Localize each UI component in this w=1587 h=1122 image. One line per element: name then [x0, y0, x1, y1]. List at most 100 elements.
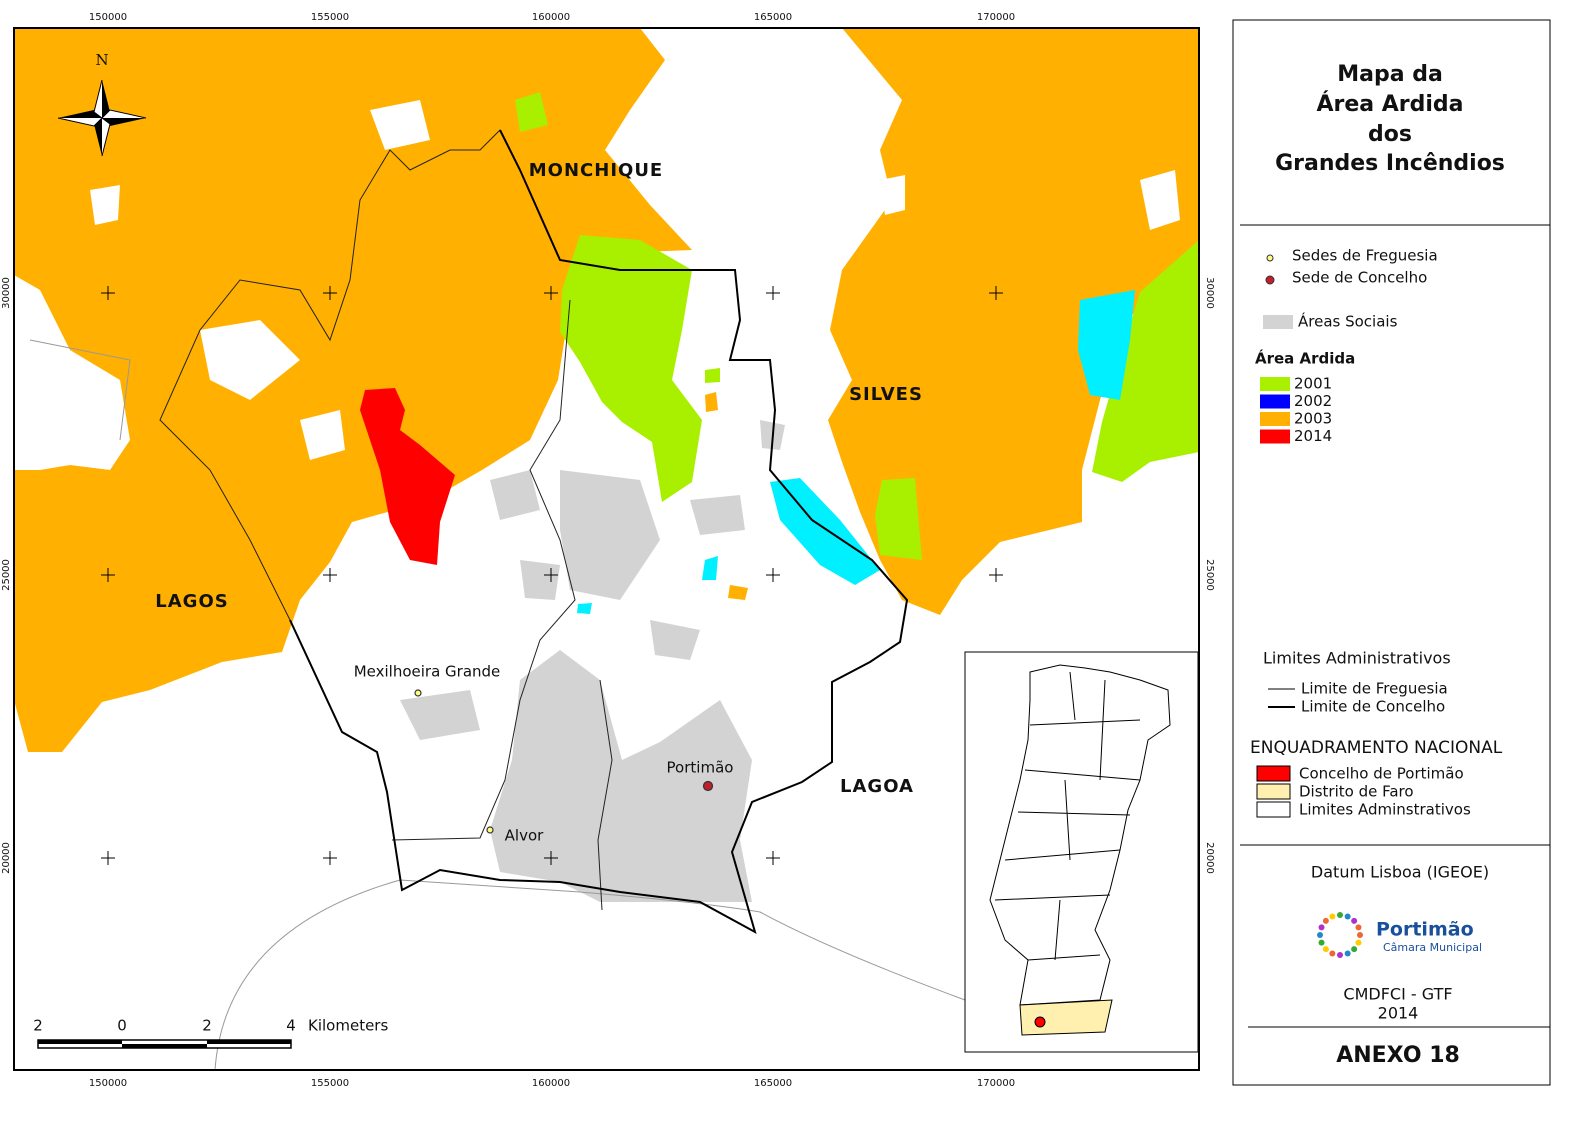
legend-national-title: ENQUADRAMENTO NACIONAL [1250, 738, 1503, 758]
social-area [690, 495, 745, 535]
logo-dot [1337, 912, 1343, 918]
grid-label-x: 160000 [532, 1078, 570, 1089]
legend-parish-seat [1266, 254, 1274, 262]
legend-council-seat [1265, 275, 1275, 285]
scale-label: 0 [117, 1017, 127, 1035]
scale-bar-seg [122, 1044, 207, 1048]
grid-label-x: 170000 [977, 12, 1015, 23]
scale-label: 4 [286, 1017, 296, 1035]
grid-label-x: 165000 [754, 1078, 792, 1089]
map-frame [13, 27, 1200, 1071]
burned-2001 [1092, 240, 1199, 482]
scale-bar-seg [38, 1040, 122, 1044]
grid-cross [323, 851, 337, 865]
legend-limit-label: Limite de Concelho [1301, 698, 1445, 716]
north-label: N [95, 51, 108, 69]
legend-national-label: Limites Adminstrativos [1299, 801, 1471, 819]
grid-cross [989, 568, 1003, 582]
legend-burned-title: Área Ardida [1255, 349, 1355, 368]
logo-dot [1351, 917, 1358, 924]
grid-cross [766, 851, 780, 865]
unburned-gap [370, 100, 430, 150]
north-arrow-outline [57, 79, 147, 157]
burned-other [770, 478, 880, 585]
burned-other [702, 556, 718, 580]
grid-cross [544, 851, 558, 865]
grid-label-x: 170000 [977, 1078, 1015, 1089]
burned-2003 [828, 28, 1199, 615]
logo-dot [1351, 946, 1358, 953]
legend-burned-year: 2002 [1294, 392, 1332, 410]
legend-burned-swatch [1260, 377, 1290, 391]
grid-cross [544, 568, 558, 582]
burned-2001 [560, 235, 702, 502]
unburned-gap [880, 175, 905, 215]
legend-national-swatch [1256, 765, 1291, 782]
scale-unit: Kilometers [308, 1017, 388, 1035]
social-area [560, 470, 660, 600]
inset-portugal [989, 664, 1171, 1006]
grid-cross [323, 568, 337, 582]
municipality-label: SILVES [849, 384, 923, 405]
parish-seat [486, 826, 494, 834]
logo-dot [1357, 932, 1363, 938]
inset-faro [1019, 999, 1113, 1036]
burned-other [1078, 290, 1135, 400]
logo-dot [1329, 950, 1336, 957]
logo-dot [1337, 952, 1343, 958]
legend-national-label: Distrito de Faro [1299, 783, 1414, 801]
burned-other [577, 603, 592, 614]
legend-title: Grandes Incêndios [1275, 151, 1505, 176]
grid-label-y: 20000 [1204, 842, 1215, 874]
town-label: Alvor [505, 827, 544, 845]
social-area [400, 690, 480, 740]
legend-national-swatch [1256, 783, 1291, 800]
grid-label-y: 30000 [1, 277, 12, 309]
grid-label-y: 30000 [1204, 277, 1215, 309]
inset-districts [994, 671, 1141, 961]
legend-national-label: Concelho de Portimão [1299, 765, 1464, 783]
unburned-gap [300, 410, 345, 460]
grid-cross [766, 286, 780, 300]
burned-2001 [515, 92, 548, 132]
grid-cross [989, 286, 1003, 300]
burned-2001 [705, 368, 720, 383]
unburned-gap [200, 320, 300, 400]
unburned-gap [1140, 170, 1180, 230]
map-frame-content [14, 28, 1199, 1070]
legend-burned-year: 2003 [1294, 410, 1332, 428]
legend-burned-year: 2014 [1294, 427, 1332, 445]
grid-label-y: 25000 [1204, 559, 1215, 591]
legend-limit-label: Limite de Freguesia [1301, 680, 1448, 698]
legend-burned-swatch [1260, 412, 1290, 426]
logo-dot [1317, 932, 1323, 938]
logo-dot [1329, 913, 1336, 920]
social-area [490, 470, 540, 520]
grid-label-x: 160000 [532, 12, 570, 23]
council-limit [289, 129, 909, 935]
legend-point-label: Sedes de Freguesia [1292, 247, 1438, 265]
inset-portimao [1034, 1016, 1046, 1028]
grid-cross [101, 286, 115, 300]
social-area [650, 620, 700, 660]
datum: Datum Lisboa (IGEOE) [1311, 863, 1489, 882]
grid-cross [323, 286, 337, 300]
legend-social-swatch [1263, 315, 1293, 329]
town-label: Mexilhoeira Grande [354, 663, 501, 681]
parish-limit [159, 129, 613, 911]
burned-2003 [728, 585, 748, 600]
burned-2001 [875, 478, 922, 560]
grid-label-x: 155000 [311, 12, 349, 23]
legend-panel [1232, 19, 1551, 1086]
logo-dot [1344, 950, 1351, 957]
legend-burned-swatch [1260, 429, 1290, 444]
logo-name: Portimão [1376, 919, 1474, 941]
grid-label-y: 20000 [1, 842, 12, 874]
legend-point-label: Sede de Concelho [1292, 269, 1427, 287]
annex: ANEXO 18 [1336, 1043, 1460, 1068]
municipality-label: MONCHIQUE [529, 160, 663, 181]
municipality-label: LAGOS [155, 591, 228, 612]
legend-national-swatch [1256, 801, 1291, 818]
scale-label: 2 [202, 1017, 212, 1035]
